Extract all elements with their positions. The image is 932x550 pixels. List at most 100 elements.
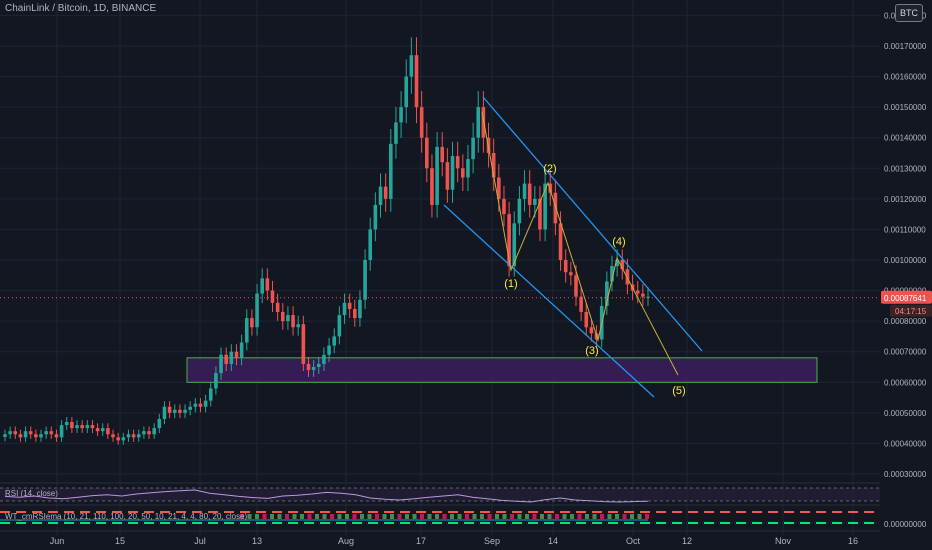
wt-histogram-bar [390, 514, 394, 519]
price-tick-label: 0.00110000 [884, 225, 926, 234]
time-axis[interactable]: Jun 15 Jul 13 Aug 17 Sep 14 Oct 12 Nov 16 [0, 530, 880, 546]
candle-body [121, 437, 126, 441]
wt-histogram-bar [562, 514, 567, 519]
wt-histogram-bar [300, 514, 304, 519]
candles[interactable] [0, 37, 880, 445]
candle-body [471, 137, 475, 160]
time-tick-label: 15 [115, 536, 125, 546]
time-tick-label: Nov [775, 536, 792, 546]
candle-body [641, 293, 645, 297]
candle-body [111, 434, 115, 438]
candle-body [414, 55, 419, 108]
wt-histogram-bar [262, 514, 267, 519]
price-tick-label: 0.00170000 [884, 42, 927, 51]
candle-body [224, 354, 228, 364]
wt-histogram-bar [255, 514, 259, 519]
wt-histogram-bar [337, 514, 342, 519]
candle-body [147, 431, 151, 435]
wt-histogram-bar [502, 514, 507, 519]
candle-body [188, 406, 192, 410]
candle-body [3, 434, 7, 437]
candle-body [178, 409, 182, 413]
rsi-line [4, 489, 649, 503]
candle-body [347, 302, 352, 309]
price-tick-label: 0.00120000 [884, 195, 927, 204]
candle-body [75, 425, 79, 429]
currency-badge[interactable]: BTC [895, 4, 923, 22]
price-tick-label: 0.00050000 [884, 409, 927, 418]
wt-histogram-bar [270, 514, 274, 519]
candle-body [250, 318, 254, 328]
candle-body [548, 183, 553, 193]
wt-histogram-bar [405, 514, 409, 519]
candle-body [265, 278, 270, 291]
candle-body [569, 272, 573, 276]
price-tick-label: 0.00060000 [884, 378, 927, 387]
candle-body [106, 428, 110, 435]
wt-histogram-bar [435, 514, 439, 519]
candle-body [208, 388, 213, 401]
time-tick-label: 12 [682, 536, 692, 546]
candle-body [80, 425, 84, 429]
candle-body [563, 260, 568, 273]
elliott-waves[interactable]: (1) (2) (3) (4) (5) [481, 111, 686, 397]
candle-body [198, 403, 203, 407]
price-axis-bg [880, 0, 932, 550]
candle-body [378, 186, 383, 205]
time-tick-label: 16 [848, 536, 858, 546]
descending-channel[interactable] [443, 96, 703, 398]
rsi-label: RSI (14, close) [5, 489, 58, 498]
price-axis[interactable]: 0.00030000 0.00040000 0.00050000 0.00060000… [880, 0, 932, 550]
candle-body [239, 342, 244, 358]
candle-body [183, 409, 187, 413]
candle-body [435, 146, 439, 205]
candle-body [142, 431, 146, 435]
candle-body [404, 76, 409, 108]
wt-histogram-bar [540, 514, 544, 519]
grid-lines [0, 0, 880, 535]
countdown-badge [890, 304, 932, 317]
candle-body [610, 266, 614, 282]
candle-body [327, 345, 331, 355]
rsi-pane: RSI (14, close) [0, 482, 880, 503]
wavetrend-pane: WT_cmRSIema (10, 21, 110, 100, 20, 50, 1… [0, 504, 927, 529]
wt-histogram-bar [472, 514, 477, 519]
wt-histogram-bar [352, 514, 357, 519]
candle-body [615, 260, 619, 267]
candle-body [517, 198, 522, 224]
candle-body [39, 434, 43, 438]
candle-body [95, 428, 100, 432]
wt-histogram-bar [345, 514, 349, 519]
candle-body [419, 107, 424, 138]
candle-body [399, 107, 403, 123]
price-tick-label: 0.00130000 [884, 164, 927, 173]
wt-histogram-bar [547, 514, 552, 519]
candle-body [157, 418, 162, 429]
candle-body [605, 281, 609, 306]
candle-body [311, 367, 316, 371]
candle-body [558, 223, 563, 260]
candle-body [527, 183, 532, 205]
candle-body [543, 183, 547, 230]
time-tick-label: 17 [416, 536, 426, 546]
last-price-badge [881, 290, 932, 304]
candle-body [23, 431, 28, 438]
wt-histogram-bar [315, 514, 319, 519]
price-tick-label: 0.00030000 [884, 470, 927, 479]
candle-body [64, 422, 69, 426]
wt-label: WT_cmRSIema (10, 21, 110, 100, 20, 50, 1… [5, 512, 248, 521]
wt-histogram-bar [412, 514, 417, 519]
wt-histogram-bar [375, 514, 379, 519]
wt-histogram-bar [457, 514, 462, 519]
price-tick-label: 0.00080000 [884, 317, 927, 326]
time-tick-label: Oct [626, 536, 641, 546]
price-tick-label: 0.00160000 [884, 73, 927, 82]
candle-body [255, 293, 259, 328]
wt-histogram-bar [442, 514, 447, 519]
wt-histogram-bar [420, 514, 424, 519]
candle-body [203, 400, 208, 407]
candle-body [44, 431, 48, 435]
candle-body [455, 156, 460, 169]
wt-histogram-bar [240, 514, 244, 519]
